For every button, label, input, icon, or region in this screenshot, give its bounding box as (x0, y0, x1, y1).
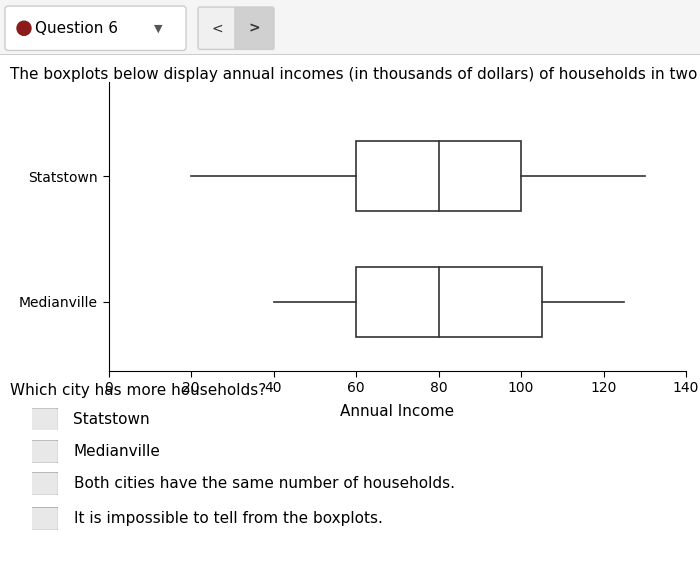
FancyBboxPatch shape (198, 7, 237, 50)
Text: The boxplots below display annual incomes (in thousands of dollars) of household: The boxplots below display annual income… (10, 67, 700, 82)
FancyBboxPatch shape (31, 408, 58, 431)
Text: <: < (211, 21, 223, 35)
Text: ▼: ▼ (154, 23, 162, 33)
Bar (356, 141, 521, 211)
Bar (356, 266, 542, 337)
Text: Which city has more households?: Which city has more households? (10, 383, 267, 398)
Bar (0, 54, 700, 55)
Text: >: > (248, 21, 260, 35)
Text: Medianville: Medianville (74, 444, 160, 459)
Text: It is impossible to tell from the boxplots.: It is impossible to tell from the boxplo… (74, 511, 382, 526)
Text: Statstown: Statstown (74, 412, 150, 427)
Text: Both cities have the same number of households.: Both cities have the same number of hous… (74, 476, 454, 491)
Circle shape (17, 21, 31, 35)
Text: Question 6: Question 6 (35, 21, 118, 36)
FancyBboxPatch shape (5, 6, 186, 50)
FancyBboxPatch shape (235, 7, 274, 50)
FancyBboxPatch shape (31, 472, 58, 495)
X-axis label: Annual Income: Annual Income (340, 404, 454, 419)
FancyBboxPatch shape (31, 440, 58, 463)
FancyBboxPatch shape (31, 507, 58, 530)
